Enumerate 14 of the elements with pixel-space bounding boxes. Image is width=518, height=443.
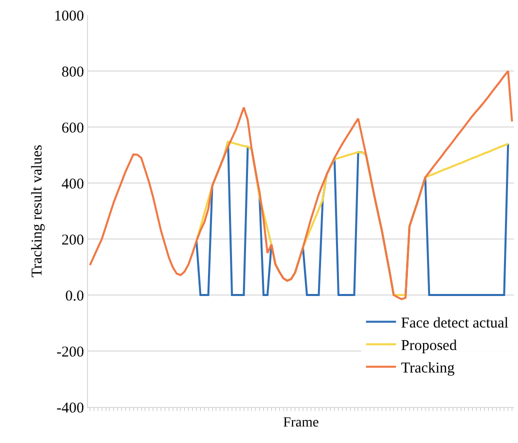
y-tick-label: 400	[62, 176, 84, 192]
legend-label: Proposed	[401, 338, 458, 354]
y-tick-label: 200	[62, 232, 84, 248]
y-tick-label: 600	[62, 120, 84, 136]
y-axis-title: Tracking result values	[29, 144, 46, 278]
y-tick-label: 1000	[54, 8, 84, 24]
y-tick-label: 0.0	[65, 288, 84, 304]
y-tick-label: -400	[56, 400, 84, 416]
legend-label: Face detect actual	[401, 316, 508, 332]
y-tick-label: 800	[62, 64, 84, 80]
legend-label: Tracking	[401, 360, 456, 377]
line-series	[88, 70, 514, 300]
x-axis-title: Frame	[283, 415, 319, 430]
y-tick-label: -200	[56, 344, 84, 360]
